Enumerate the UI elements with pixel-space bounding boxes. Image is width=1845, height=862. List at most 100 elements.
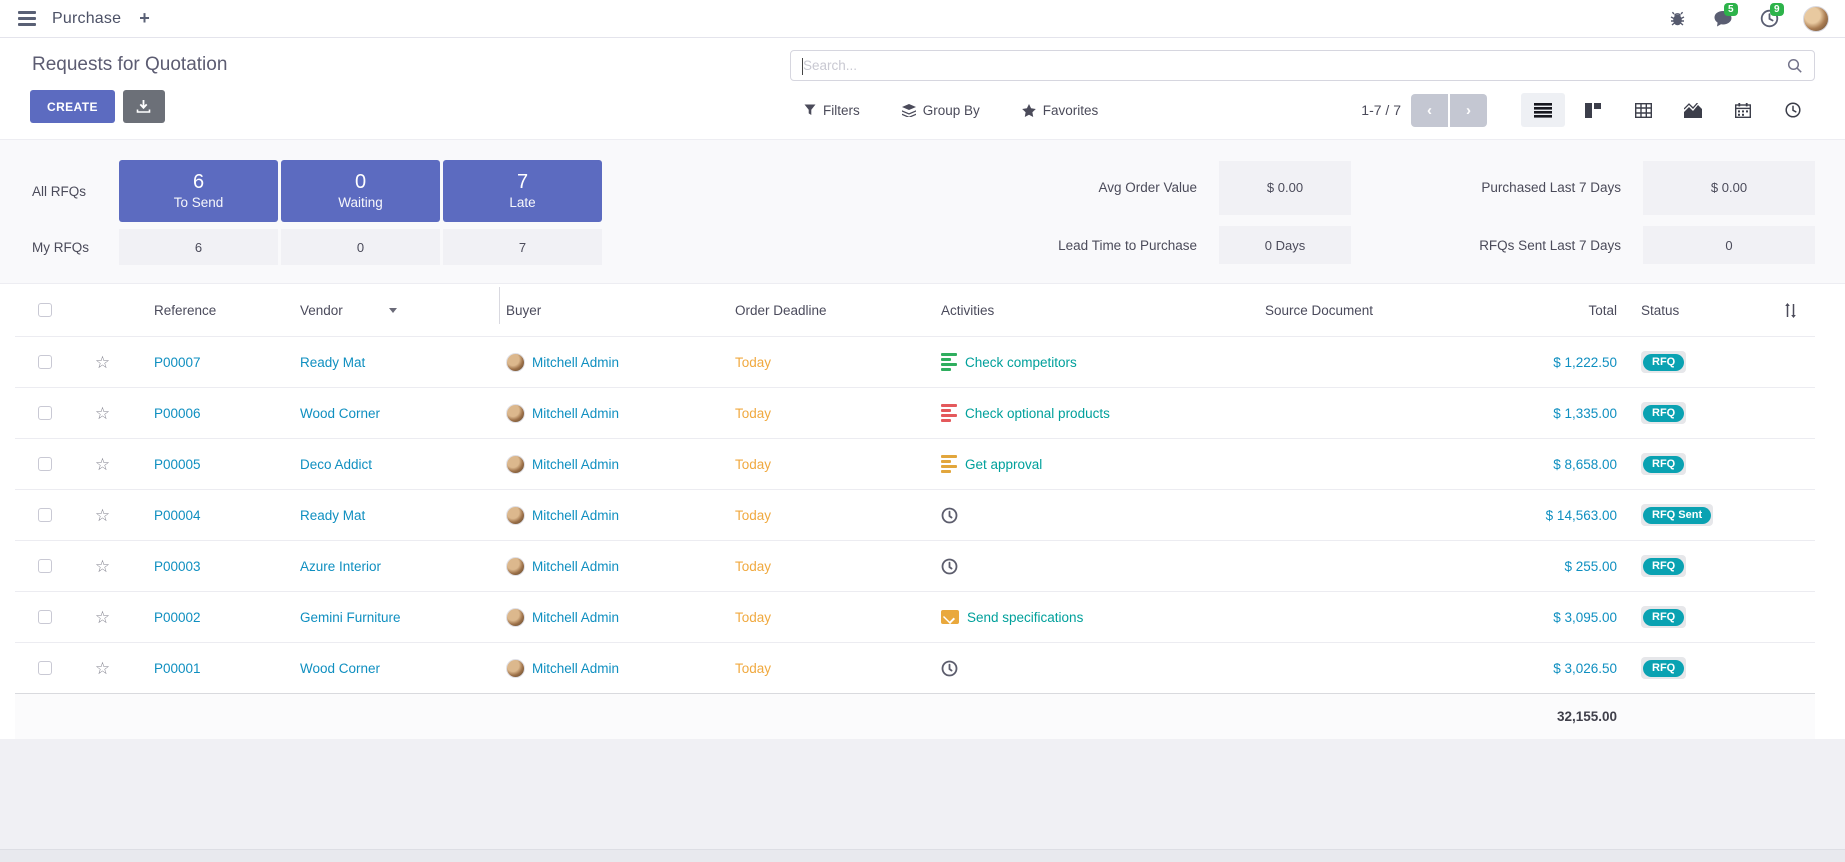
my-to-send-cell[interactable]: 6 [119, 229, 278, 265]
filters-button[interactable]: Filters [804, 103, 860, 118]
app-name[interactable]: Purchase [52, 9, 122, 27]
column-header-buyer[interactable]: Buyer [506, 302, 542, 318]
row-checkbox[interactable] [38, 508, 52, 522]
pager-previous-button[interactable]: ‹ [1411, 93, 1448, 127]
buyer-link[interactable]: Mitchell Admin [532, 456, 620, 472]
late-button[interactable]: 7 Late [443, 160, 602, 222]
pivot-view-button[interactable] [1621, 93, 1665, 127]
pager-next-button[interactable]: › [1450, 93, 1487, 127]
export-button[interactable] [122, 90, 165, 123]
reference-link[interactable]: P00002 [154, 609, 201, 625]
apps-menu-icon[interactable] [16, 7, 38, 30]
activity-label[interactable]: Send specifications [967, 609, 1084, 625]
activity-label[interactable]: Check competitors [965, 354, 1077, 370]
favorite-star-icon[interactable]: ☆ [94, 556, 111, 576]
kanban-view-button[interactable] [1571, 93, 1615, 127]
layers-icon [901, 103, 916, 117]
user-avatar[interactable] [1803, 5, 1829, 32]
activity-label[interactable]: Get approval [965, 456, 1043, 472]
vendor-link[interactable]: Ready Mat [300, 354, 366, 370]
table-row[interactable]: ☆ P00005 Deco Addict Mitchell Admin Toda… [15, 438, 1815, 489]
row-checkbox[interactable] [38, 355, 52, 369]
table-row[interactable]: ☆ P00002 Gemini Furniture Mitchell Admin… [15, 591, 1815, 642]
column-header-vendor[interactable]: Vendor [300, 286, 500, 324]
email-activity-icon[interactable] [941, 610, 959, 624]
reference-link[interactable]: P00005 [154, 456, 201, 472]
activities-clock-icon[interactable]: 9 [1757, 2, 1784, 31]
search-bar[interactable] [790, 50, 1815, 81]
create-button[interactable]: CREATE [30, 90, 115, 123]
table-row[interactable]: ☆ P00004 Ready Mat Mitchell Admin Today … [15, 489, 1815, 540]
favorite-star-icon[interactable]: ☆ [94, 403, 111, 423]
favorite-star-icon[interactable]: ☆ [94, 607, 111, 627]
column-header-reference[interactable]: Reference [154, 302, 217, 318]
reference-link[interactable]: P00006 [154, 405, 201, 421]
activity-view-button[interactable] [1771, 93, 1815, 127]
favorite-star-icon[interactable]: ☆ [94, 454, 111, 474]
column-header-status[interactable]: Status [1641, 302, 1680, 318]
buyer-link[interactable]: Mitchell Admin [532, 405, 620, 421]
favorite-star-icon[interactable]: ☆ [94, 505, 111, 525]
row-checkbox[interactable] [38, 661, 52, 675]
buyer-link[interactable]: Mitchell Admin [532, 660, 620, 676]
vendor-link[interactable]: Ready Mat [300, 507, 366, 523]
to-send-button[interactable]: 6 To Send [119, 160, 278, 222]
favorite-star-icon[interactable]: ☆ [94, 352, 111, 372]
optional-columns-icon[interactable] [1783, 302, 1798, 318]
schedule-activity-clock-icon[interactable] [941, 660, 958, 677]
vendor-link[interactable]: Azure Interior [300, 558, 382, 574]
favorite-star-icon[interactable]: ☆ [94, 658, 111, 678]
schedule-activity-clock-icon[interactable] [941, 558, 958, 575]
search-input[interactable] [791, 58, 1814, 73]
select-all-checkbox[interactable] [38, 303, 52, 317]
schedule-activity-clock-icon[interactable] [941, 507, 958, 524]
messages-icon[interactable]: 5 [1711, 2, 1738, 31]
vendor-link[interactable]: Gemini Furniture [300, 609, 401, 625]
my-waiting-cell[interactable]: 0 [281, 229, 440, 265]
activity-list-icon[interactable] [941, 455, 957, 473]
vendor-link[interactable]: Wood Corner [300, 405, 381, 421]
reference-link[interactable]: P00003 [154, 558, 201, 574]
vendor-link[interactable]: Wood Corner [300, 660, 381, 676]
buyer-link[interactable]: Mitchell Admin [532, 558, 620, 574]
column-header-source-document[interactable]: Source Document [1265, 302, 1374, 318]
column-header-activities[interactable]: Activities [941, 302, 995, 318]
debug-bug-icon[interactable] [1665, 7, 1689, 31]
row-checkbox[interactable] [38, 457, 52, 471]
row-checkbox[interactable] [38, 559, 52, 573]
list-view-button[interactable] [1521, 93, 1565, 127]
activity-list-icon[interactable] [941, 404, 957, 422]
table-row[interactable]: ☆ P00007 Ready Mat Mitchell Admin Today … [15, 336, 1815, 387]
buyer-avatar [506, 454, 525, 474]
row-checkbox[interactable] [38, 610, 52, 624]
purchased-last-7-days-label: Purchased Last 7 Days [1481, 180, 1621, 196]
lead-time-label: Lead Time to Purchase [1058, 237, 1197, 253]
buyer-avatar [506, 658, 525, 678]
table-row[interactable]: ☆ P00001 Wood Corner Mitchell Admin Toda… [15, 642, 1815, 693]
column-header-order-deadline[interactable]: Order Deadline [735, 302, 827, 318]
search-icon[interactable] [1787, 58, 1803, 74]
my-late-cell[interactable]: 7 [443, 229, 602, 265]
table-row[interactable]: ☆ P00003 Azure Interior Mitchell Admin T… [15, 540, 1815, 591]
buyer-link[interactable]: Mitchell Admin [532, 609, 620, 625]
buyer-link[interactable]: Mitchell Admin [532, 354, 620, 370]
new-tab-plus-icon[interactable]: + [139, 8, 150, 28]
column-header-total[interactable]: Total [1588, 302, 1617, 318]
chevron-down-icon[interactable] [388, 307, 397, 313]
favorites-button[interactable]: Favorites [1021, 103, 1098, 118]
lead-time-value: 0 Days [1219, 226, 1351, 265]
table-row[interactable]: ☆ P00006 Wood Corner Mitchell Admin Toda… [15, 387, 1815, 438]
reference-link[interactable]: P00001 [154, 660, 201, 676]
graph-view-button[interactable] [1671, 93, 1715, 127]
buyer-link[interactable]: Mitchell Admin [532, 507, 620, 523]
reference-link[interactable]: P00004 [154, 507, 201, 523]
order-deadline: Today [735, 405, 772, 421]
activity-list-icon[interactable] [941, 353, 957, 371]
row-checkbox[interactable] [38, 406, 52, 420]
waiting-button[interactable]: 0 Waiting [281, 160, 440, 222]
vendor-link[interactable]: Deco Addict [300, 456, 373, 472]
activity-label[interactable]: Check optional products [965, 405, 1110, 421]
group-by-button[interactable]: Group By [901, 103, 980, 118]
calendar-view-button[interactable] [1721, 93, 1765, 127]
reference-link[interactable]: P00007 [154, 354, 201, 370]
